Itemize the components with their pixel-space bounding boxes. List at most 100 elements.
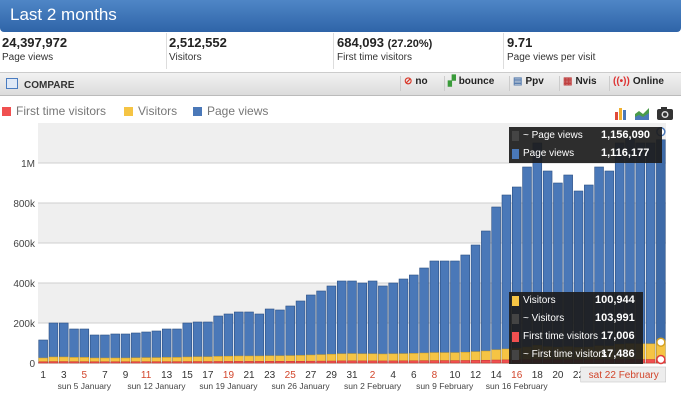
page-views-bar <box>306 294 316 364</box>
tooltip-swatch <box>512 332 519 342</box>
first-time-visitors-bar <box>141 361 151 364</box>
first-time-visitors-bar <box>162 361 172 364</box>
first-time-visitors-bar <box>398 360 409 364</box>
x-tick-label: 21 <box>243 370 255 381</box>
y-tick-label: 200k <box>13 319 36 330</box>
tooltip-value: 17,486 <box>601 348 635 360</box>
page-views-bar <box>419 267 429 364</box>
compare-online-button[interactable]: ((•)) Online <box>609 76 664 91</box>
stat-value: 24,397,972 <box>2 35 68 50</box>
tooltip-row: ~ First time visitors 17,486 <box>509 347 643 363</box>
first-time-visitors-bar <box>367 360 378 364</box>
x-tick-label: 18 <box>532 370 544 381</box>
online-icon: ((•)) <box>613 76 630 87</box>
first-time-visitors-bar <box>316 360 326 364</box>
compare-bar: COMPARE ⊘ no ▞ bounce ▤ Ppv ▦ Nvis ((•)) Onli… <box>0 72 681 96</box>
compare-ppv-button[interactable]: ▤ Ppv <box>509 76 544 91</box>
legend-swatch <box>2 107 11 116</box>
page-views-bar <box>439 260 450 364</box>
page-views-bar <box>409 274 419 364</box>
x-tick-label: 1 <box>40 370 46 381</box>
tooltip-page-views: ~ Page views 1,156,090 Page views 1,116,… <box>509 127 662 163</box>
bar-chart-tool-icon[interactable] <box>613 105 631 121</box>
week-label: sun 26 January <box>271 381 330 391</box>
x-tick-label: 16 <box>511 370 523 381</box>
first-time-visitors-bar <box>254 361 265 364</box>
tooltip-swatch <box>512 131 519 141</box>
x-tick-label: 20 <box>552 370 564 381</box>
x-tick-label: 25 <box>285 370 297 381</box>
first-time-visitors-bar <box>182 361 192 364</box>
first-time-visitors-bar <box>481 359 491 364</box>
legend-swatch <box>124 107 133 116</box>
first-time-visitors-bar <box>79 361 90 364</box>
ppv-icon: ▤ <box>513 76 523 87</box>
compare-no-button[interactable]: ⊘ no <box>400 76 428 91</box>
tooltip-label: ~ First time visitors <box>523 349 607 360</box>
compare-toggle[interactable]: COMPARE <box>6 78 74 91</box>
first-time-visitors-bar <box>69 361 79 364</box>
first-time-visitors-bar <box>409 360 419 364</box>
page-views-bar <box>656 139 666 364</box>
tooltip-row: ~ Visitors 103,991 <box>509 311 643 327</box>
tooltip-swatch <box>512 314 519 324</box>
tooltip-row: Page views 1,116,177 <box>509 146 662 162</box>
week-label: sun 12 January <box>127 381 186 391</box>
tooltip-label: First time visitors <box>523 331 598 342</box>
x-tick-label: 2 <box>370 370 376 381</box>
x-tick-label: 27 <box>305 370 317 381</box>
tooltip-row: Visitors 100,944 <box>509 293 643 309</box>
first-time-visitors-bar <box>491 359 501 364</box>
tooltip-value: 17,006 <box>601 330 635 342</box>
compare-bounce-button[interactable]: ▞ bounce <box>444 76 494 91</box>
first-time-visitors-bar <box>357 360 367 364</box>
title-bar: Last 2 months <box>0 0 681 32</box>
page-views-bar <box>357 282 368 364</box>
first-time-visitors-bar <box>89 361 100 364</box>
page-views-bar <box>460 254 470 364</box>
first-time-visitors-bar <box>450 360 460 364</box>
compare-nvis-button[interactable]: ▦ Nvis <box>559 76 597 91</box>
tooltip-row: ~ Page views 1,156,090 <box>509 128 662 144</box>
page-views-bar <box>264 308 275 364</box>
page-views-bar <box>275 309 285 364</box>
area-chart-tool-icon[interactable] <box>634 105 652 121</box>
page-views-bar <box>450 260 460 364</box>
stat-value: 2,512,552 <box>169 35 227 50</box>
camera-icon[interactable] <box>656 105 674 121</box>
first-time-visitors-bar <box>38 361 48 364</box>
first-time-visitors-bar <box>100 361 110 364</box>
first-time-visitors-bar <box>131 361 141 364</box>
page-views-bar <box>388 282 398 364</box>
x-tick-label: 23 <box>264 370 276 381</box>
bounce-icon: ▞ <box>448 76 456 87</box>
y-tick-label: 400k <box>13 279 36 290</box>
first-time-visitors-bar <box>59 361 69 364</box>
legend-item-page-views[interactable]: Page views <box>193 104 268 118</box>
first-time-visitors-bar <box>275 361 285 364</box>
first-time-visitors-bar <box>172 361 182 364</box>
legend-item-visitors[interactable]: Visitors <box>124 104 177 118</box>
first-time-visitors-bar <box>306 360 316 364</box>
x-tick-label: 4 <box>390 370 396 381</box>
page-views-bar <box>223 313 234 364</box>
first-time-visitors-bar <box>244 361 254 364</box>
legend-item-first-time-visitors[interactable]: First time visitors <box>2 104 106 118</box>
first-time-visitors-marker <box>656 354 666 365</box>
x-tick-label: 14 <box>491 370 503 381</box>
stats-row: 24,397,972 Page views 2,512,552 Visitors… <box>0 33 681 69</box>
no-icon: ⊘ <box>404 76 413 87</box>
first-time-visitors-bar <box>203 361 213 364</box>
first-time-visitors-bar <box>48 361 59 364</box>
visitors-marker <box>656 337 666 347</box>
tooltip-row: First time visitors 17,006 <box>509 329 643 345</box>
first-time-visitors-bar <box>285 361 295 364</box>
y-tick-label: 600k <box>13 239 36 250</box>
x-tick-label: 19 <box>223 370 235 381</box>
page-views-bar <box>285 305 295 364</box>
tooltip-visitors: Visitors 100,944 ~ Visitors 103,991 Firs… <box>509 292 643 364</box>
stat-value: 684,093 (27.20%) <box>337 35 433 50</box>
week-label: sun 2 February <box>344 381 402 391</box>
first-time-visitors-bar <box>419 360 429 364</box>
first-time-visitors-bar <box>192 361 203 364</box>
